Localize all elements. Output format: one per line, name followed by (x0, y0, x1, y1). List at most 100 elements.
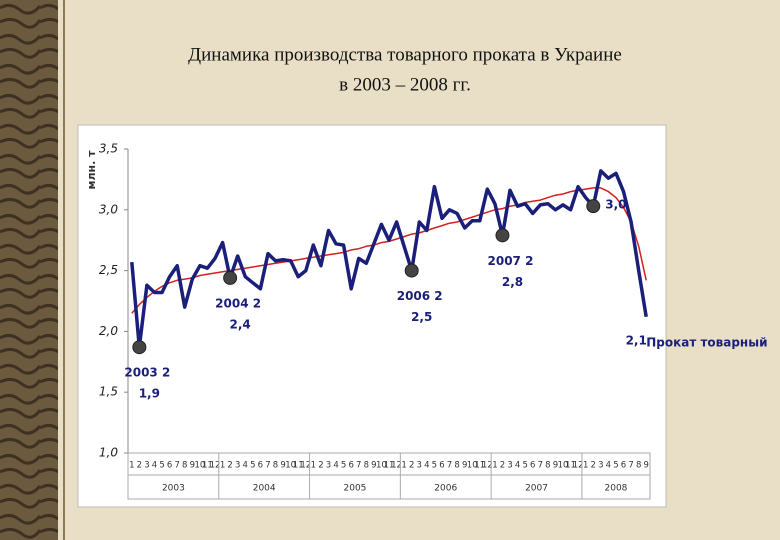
x-tick-label: 8 (364, 461, 369, 471)
x-tick-label: 12 (482, 461, 493, 471)
x-tick-label: 6 (167, 461, 172, 471)
x-tick-label: 6 (348, 461, 353, 471)
year-label: 2005 (344, 484, 367, 494)
point-name: 2004 2 (215, 296, 261, 310)
x-tick-label: 9 (462, 461, 467, 471)
y-tick-label: 3,5 (99, 142, 118, 156)
x-tick-label: 4 (152, 461, 157, 471)
x-tick-label: 10 (376, 461, 387, 471)
x-tick-label: 10 (467, 461, 478, 471)
value-label: 2,8 (502, 275, 523, 289)
x-tick-label: 10 (558, 461, 569, 471)
x-tick-label: 2 (409, 461, 414, 471)
x-tick-label: 5 (341, 461, 346, 471)
chart-area (77, 124, 667, 508)
x-tick-label: 6 (258, 461, 263, 471)
point-marker (223, 270, 238, 285)
x-tick-label: 7 (628, 461, 633, 471)
x-tick-label: 1 (129, 461, 134, 471)
slide-subtitle: в 2003 – 2008 гг. (339, 74, 471, 95)
x-tick-label: 11 (565, 461, 576, 471)
value-label: 3,0 (605, 198, 626, 212)
x-tick-label: 1 (220, 461, 225, 471)
x-tick-label: 9 (190, 461, 195, 471)
x-tick-label: 12 (573, 461, 584, 471)
slide-title: Динамика производства товарного проката … (188, 44, 622, 65)
x-tick-label: 5 (613, 461, 618, 471)
x-tick-label: 1 (311, 461, 316, 471)
x-tick-label: 5 (522, 461, 527, 471)
point-name: 2007 2 (488, 254, 534, 268)
x-tick-label: 12 (210, 461, 221, 471)
x-tick-label: 7 (174, 461, 179, 471)
y-tick-label: 2,0 (99, 324, 118, 338)
y-tick-label: 3,0 (99, 202, 118, 216)
x-tick-label: 2 (318, 461, 323, 471)
point-marker (495, 228, 510, 243)
year-label: 2003 (162, 484, 185, 494)
x-tick-label: 4 (515, 461, 520, 471)
point-name: 2006 2 (397, 289, 443, 303)
x-tick-label: 3 (326, 461, 331, 471)
x-tick-label: 1 (492, 461, 497, 471)
x-tick-label: 11 (202, 461, 213, 471)
value-label: 2,4 (229, 317, 250, 331)
x-tick-label: 8 (454, 461, 459, 471)
x-tick-label: 12 (300, 461, 311, 471)
x-tick-label: 11 (293, 461, 304, 471)
x-tick-label: 2 (591, 461, 596, 471)
y-axis-label: млн. т (85, 150, 98, 190)
x-tick-label: 11 (384, 461, 395, 471)
year-label: 2004 (253, 484, 276, 494)
x-tick-label: 9 (280, 461, 285, 471)
x-tick-label: 3 (417, 461, 422, 471)
x-tick-label: 3 (507, 461, 512, 471)
y-tick-label: 1,0 (99, 446, 118, 460)
x-tick-label: 2 (137, 461, 142, 471)
x-tick-label: 5 (250, 461, 255, 471)
y-tick-label: 1,5 (99, 385, 118, 399)
x-tick-label: 4 (243, 461, 248, 471)
x-tick-label: 8 (636, 461, 641, 471)
x-tick-label: 8 (273, 461, 278, 471)
value-label: 2,5 (411, 310, 432, 324)
point-marker (586, 199, 601, 214)
y-tick-label: 2,5 (99, 263, 118, 277)
point-marker (404, 263, 419, 278)
value-label: 1,9 (139, 387, 160, 401)
x-tick-label: 7 (356, 461, 361, 471)
x-tick-label: 6 (530, 461, 535, 471)
year-label: 2008 (605, 484, 628, 494)
x-tick-label: 4 (606, 461, 611, 471)
x-tick-label: 7 (265, 461, 270, 471)
x-tick-label: 10 (285, 461, 296, 471)
x-tick-label: 3 (144, 461, 149, 471)
x-tick-label: 5 (432, 461, 437, 471)
point-name: 2003 2 (124, 366, 170, 380)
x-tick-label: 9 (371, 461, 376, 471)
x-tick-label: 5 (159, 461, 164, 471)
point-marker (132, 340, 147, 355)
year-label: 2006 (434, 484, 457, 494)
x-tick-label: 7 (447, 461, 452, 471)
data-line (130, 169, 648, 349)
series-label: Прокат товарный (646, 335, 767, 349)
x-tick-label: 1 (583, 461, 588, 471)
x-tick-label: 12 (391, 461, 402, 471)
x-tick-label: 3 (235, 461, 240, 471)
x-tick-label: 9 (553, 461, 558, 471)
x-tick-label: 6 (439, 461, 444, 471)
year-label: 2007 (525, 484, 548, 494)
x-tick-label: 11 (474, 461, 485, 471)
x-tick-label: 2 (500, 461, 505, 471)
x-tick-label: 6 (621, 461, 626, 471)
x-tick-label: 9 (644, 461, 649, 471)
value-label: 2,1 (626, 333, 647, 347)
x-tick-label: 3 (598, 461, 603, 471)
x-tick-label: 7 (538, 461, 543, 471)
x-tick-label: 4 (333, 461, 338, 471)
x-tick-label: 8 (182, 461, 187, 471)
x-tick-label: 10 (194, 461, 205, 471)
